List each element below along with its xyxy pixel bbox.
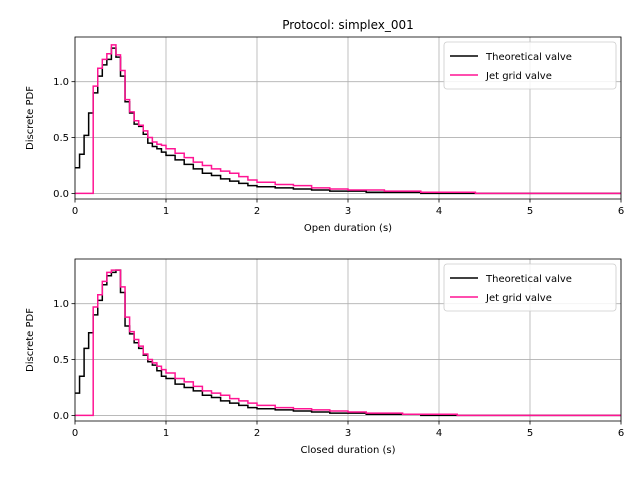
series-line-theoretical-valve bbox=[75, 47, 621, 195]
x-axis-label: Closed duration (s) bbox=[300, 445, 395, 456]
x-tick-label: 5 bbox=[527, 206, 533, 217]
y-axis-label: Discrete PDF bbox=[25, 86, 36, 150]
legend-box bbox=[443, 263, 617, 312]
x-tick-label: 3 bbox=[345, 428, 351, 439]
y-tick-label: 0.5 bbox=[53, 133, 69, 144]
x-tick-label: 4 bbox=[436, 428, 442, 439]
y-tick-label: 0.0 bbox=[53, 189, 69, 200]
legend-label: Theoretical valve bbox=[485, 52, 572, 63]
legend-label: Jet grid valve bbox=[485, 293, 552, 304]
x-tick-label: 6 bbox=[618, 206, 624, 217]
x-tick-label: 0 bbox=[72, 428, 78, 439]
y-axis-label: Discrete PDF bbox=[25, 308, 36, 372]
y-tick-label: 0.0 bbox=[53, 411, 69, 422]
y-tick-label: 1.0 bbox=[53, 299, 69, 310]
x-tick-label: 1 bbox=[163, 428, 169, 439]
chart-title: Protocol: simplex_001 bbox=[282, 18, 414, 32]
x-tick-label: 2 bbox=[254, 428, 260, 439]
x-axis-label: Open duration (s) bbox=[304, 223, 392, 234]
x-tick-label: 1 bbox=[163, 206, 169, 217]
series-line-jet-grid-valve bbox=[75, 44, 621, 195]
bottom-panel: 0 1 2 3 4 5 6 0.0 0.5 1.0 Closed duration (s) Discr… bbox=[25, 258, 624, 456]
x-tick-label: 0 bbox=[72, 206, 78, 217]
x-tick-label: 2 bbox=[254, 206, 260, 217]
y-tick-label: 1.0 bbox=[53, 77, 69, 88]
x-tick-label: 6 bbox=[618, 428, 624, 439]
top-panel: 0 1 2 3 4 5 6 0.0 0.5 1.0 Open duration (s) Discret… bbox=[25, 18, 624, 234]
x-tick-label: 3 bbox=[345, 206, 351, 217]
legend-box bbox=[443, 41, 617, 90]
x-tick-label: 4 bbox=[436, 206, 442, 217]
legend-label: Theoretical valve bbox=[485, 274, 572, 285]
series-line-jet-grid-valve bbox=[75, 269, 621, 417]
y-tick-label: 0.5 bbox=[53, 355, 69, 366]
legend-label: Jet grid valve bbox=[485, 71, 552, 82]
x-tick-label: 5 bbox=[527, 428, 533, 439]
